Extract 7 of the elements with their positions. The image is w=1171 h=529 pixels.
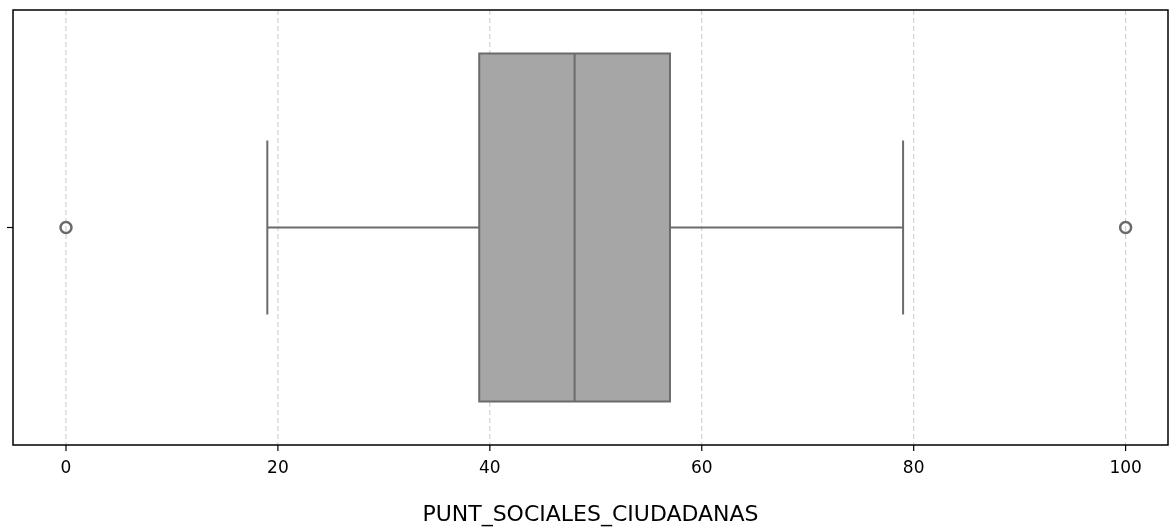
x-axis-title: PUNT_SOCIALES_CIUDADANAS [422,501,759,527]
x-tick-label: 0 [60,457,72,477]
x-tick-label: 20 [267,457,289,477]
x-tick-label: 100 [1109,457,1142,477]
x-tick-label: 40 [479,457,501,477]
x-tick-label: 60 [690,457,713,477]
x-tick-label: 80 [902,457,925,477]
